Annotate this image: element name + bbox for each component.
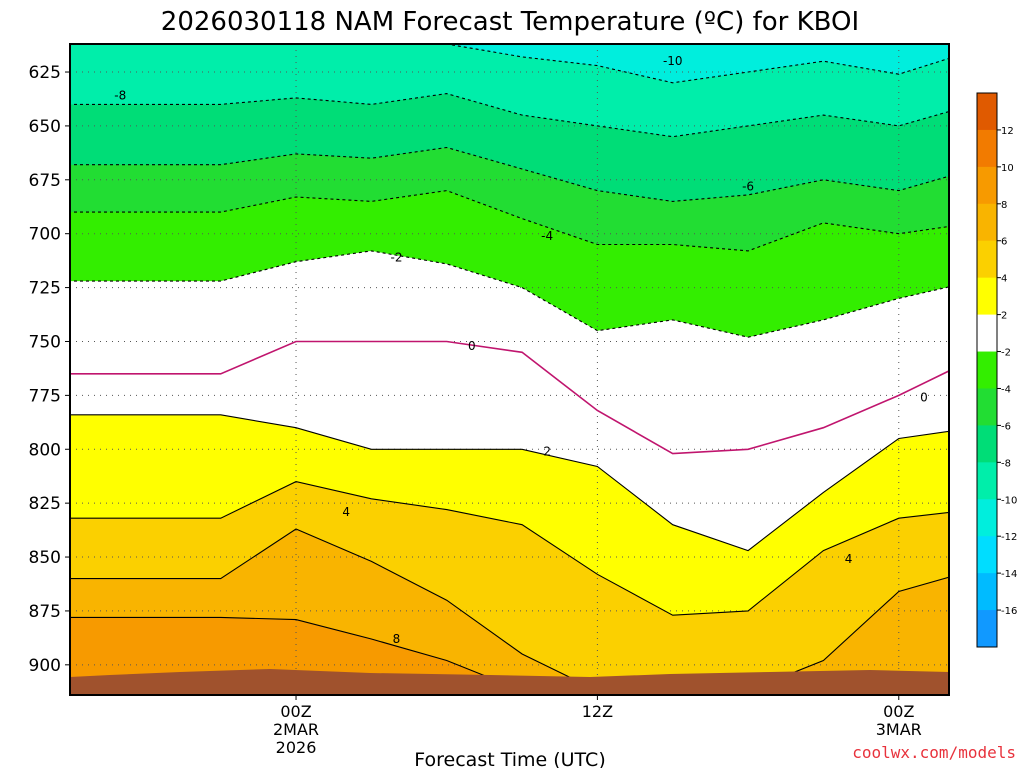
- colorbar-tick-label: 10: [1001, 163, 1014, 174]
- y-axis: 625 650 675 700 725 750 775 800 825 850 875 900: [29, 63, 70, 676]
- ground-terrain: [70, 669, 949, 695]
- y-tick-label: 625: [29, 63, 61, 83]
- contour-label: -6: [742, 179, 754, 193]
- chart-title: 2026030118 NAM Forecast Temperature (ºC)…: [161, 7, 859, 37]
- y-tick-label: 650: [29, 117, 61, 137]
- y-tick-label: 875: [29, 602, 61, 622]
- contour-minus6c: [70, 146, 949, 202]
- credit-text: coolwx.com/models: [852, 743, 1016, 762]
- colorbar-swatch: [977, 351, 997, 389]
- x-tick-year: 2026: [276, 738, 317, 757]
- contour-label: -4: [541, 229, 553, 243]
- colorbar-tick-label: 8: [1001, 200, 1007, 211]
- colorbar-swatch: [977, 462, 997, 500]
- contour-label: 8: [393, 632, 401, 646]
- colorbar-tick-label: -16: [1001, 606, 1017, 617]
- colorbar-swatch: [977, 499, 997, 537]
- colorbar-tick-label: -2: [1001, 348, 1011, 359]
- temperature-bands: [70, 44, 949, 695]
- colorbar-swatch: [977, 277, 997, 316]
- contour-plus6c: [70, 528, 949, 692]
- colorbar-swatch: [977, 388, 997, 426]
- x-tick-label: 12Z: [582, 702, 613, 721]
- contour-label: 2: [543, 444, 551, 458]
- x-axis-label: Forecast Time (UTC): [414, 749, 605, 768]
- contour-label: 0: [920, 391, 928, 405]
- colorbar-swatch: [977, 425, 997, 463]
- colorbar-tick-label: 2: [1001, 311, 1007, 322]
- contour-label: -2: [391, 250, 403, 264]
- colorbar-swatch: [977, 93, 997, 131]
- colorbar-swatch: [977, 573, 997, 611]
- contour-label: 4: [845, 552, 853, 566]
- colorbar-tick-label: -4: [1001, 384, 1011, 395]
- colorbar-tick-label: -8: [1001, 458, 1011, 469]
- contour-label: 0: [468, 339, 476, 353]
- y-tick-label: 775: [29, 386, 61, 406]
- colorbar-swatch: [977, 129, 997, 168]
- plot-area: -10-8-8-6-10-8-6-4-4-2-2-6-2-4-200002224…: [70, 44, 949, 695]
- contour-minus8c: [70, 93, 949, 138]
- y-tick-label: 700: [29, 225, 61, 245]
- y-tick-label: 675: [29, 171, 61, 191]
- colorbar-tick-label: -14: [1001, 569, 1017, 580]
- y-tick-label: 800: [29, 440, 61, 460]
- colorbar-tick-label: 6: [1001, 237, 1007, 248]
- contour-label: -8: [114, 89, 126, 103]
- grid-lines: [70, 44, 949, 695]
- y-tick-label: 850: [29, 548, 61, 568]
- x-axis: 00Z2MAR202612Z00Z3MAR12Z00Z4MAR12Z00Z5MA…: [273, 695, 922, 757]
- x-tick-date: 2MAR: [273, 720, 319, 739]
- contour-plus2c: [70, 414, 949, 552]
- colorbar-swatch: [977, 203, 997, 242]
- y-tick-label: 750: [29, 332, 61, 352]
- colorbar-tick-label: 4: [1001, 274, 1007, 285]
- x-tick-label: 00Z: [883, 702, 914, 721]
- contour-label: 4: [342, 505, 350, 519]
- contour-plus4c: [70, 481, 949, 616]
- y-tick-label: 900: [29, 656, 61, 676]
- contour-labels: -10-8-8-6-10-8-6-4-4-2-2-6-2-4-200002224…: [114, 54, 928, 646]
- colorbar-tick-label: -10: [1001, 495, 1017, 506]
- colorbar-swatch: [977, 240, 997, 279]
- colorbar-legend: 12 10 8 6 4 2 -2 -4 -6 -8 -10 -12 -14 -16: [976, 92, 1017, 648]
- terrain: [70, 669, 949, 695]
- y-tick-label: 825: [29, 494, 61, 514]
- contour-0c: [70, 340, 949, 455]
- colorbar-tick-label: -12: [1001, 532, 1017, 543]
- y-tick-label: 725: [29, 279, 61, 299]
- x-tick-date: 3MAR: [876, 720, 922, 739]
- x-tick-label: 00Z: [280, 702, 311, 721]
- colorbar-swatch: [977, 536, 997, 574]
- contour-minus4c: [70, 190, 949, 252]
- colorbar-swatch: [977, 610, 997, 648]
- colorbar-swatch: [977, 166, 997, 205]
- colorbar-frame: [976, 92, 998, 648]
- contour-label: -10: [663, 54, 683, 68]
- colorbar-tick-label: 12: [1001, 126, 1014, 137]
- colorbar-swatch: [977, 314, 997, 353]
- plot-frame: [69, 43, 950, 696]
- colorbar-tick-label: -6: [1001, 421, 1011, 432]
